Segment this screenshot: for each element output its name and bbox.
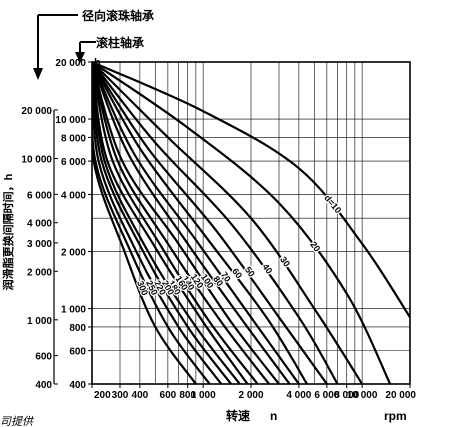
y-outer-tick-label: 2 000 <box>27 267 52 278</box>
y-outer-tick-label: 3 000 <box>27 239 52 250</box>
y-axis-title: 润滑脂更换间隔时间，h <box>1 173 15 290</box>
x-tick-label: 300 <box>112 390 129 401</box>
x-axis-unit: rpm <box>384 409 407 423</box>
series-curve-50 <box>92 62 328 384</box>
series-curve-220 <box>92 62 223 384</box>
y-outer-tick-label: 600 <box>35 352 52 363</box>
y-outer-tick-label: 6 000 <box>27 190 52 201</box>
roller-bearing-label: 滚柱轴承 <box>96 35 144 50</box>
series-curve-300 <box>92 62 197 384</box>
x-tick-label: 10 000 <box>347 390 378 401</box>
y-outer-tick-label: 20 000 <box>21 106 52 117</box>
x-tick-label: 800 <box>179 390 196 401</box>
series-curve-70 <box>92 62 300 384</box>
y-inner-tick-label: 10 000 <box>55 115 86 126</box>
x-axis-variable: n <box>270 409 277 423</box>
series-curve-30 <box>92 62 364 384</box>
series-curve-20 <box>92 62 392 384</box>
header-annotations: 径向滚珠轴承 滚柱轴承 <box>33 8 154 80</box>
y-inner-tick-label: 6 000 <box>61 157 86 168</box>
x-tick-label: 600 <box>160 390 177 401</box>
y-inner-tick-label: 600 <box>69 347 86 358</box>
x-axis-title: 转速 <box>226 408 250 423</box>
series-curve-10 <box>92 62 410 318</box>
series-curve-180 <box>92 62 241 384</box>
x-tick-label: 2 000 <box>238 390 263 401</box>
series-curve-40 <box>92 62 339 384</box>
y-inner-tick-label: 1 000 <box>61 305 86 316</box>
series-curve-120 <box>92 62 270 384</box>
y-inner-tick-label: 400 <box>69 380 86 391</box>
y-inner-tick-label: 2 000 <box>61 248 86 259</box>
series-curve-160 <box>92 62 249 384</box>
y-inner-tick-label: 20 000 <box>55 58 86 69</box>
y-outer-tick-label: 1 000 <box>27 316 52 327</box>
curve-label-10: d=10 <box>322 193 343 215</box>
x-tick-label: 400 <box>132 390 149 401</box>
y-unit-mark: h <box>94 57 101 69</box>
x-tick-label: 8 000 <box>334 390 359 401</box>
series-curve-200 <box>92 62 232 384</box>
series-curve-140 <box>92 62 259 384</box>
curve-label-50: 50 <box>243 265 257 279</box>
plot-frame <box>91 61 411 385</box>
series-curve-80 <box>92 62 291 384</box>
curve-labels: d=10203040506070801001201401601802002202… <box>134 192 345 299</box>
y-inner-tick-label: 800 <box>69 323 86 334</box>
y-inner-tick-label: 4 000 <box>61 190 86 201</box>
footer-credit: 司提供 <box>0 415 35 427</box>
series-curve-100 <box>92 62 280 384</box>
series-curves <box>92 62 410 384</box>
ball-bearing-label: 径向滚珠轴承 <box>82 8 154 23</box>
x-tick-label: 200 <box>94 390 111 401</box>
y-outer-tick-label: 10 000 <box>21 155 52 166</box>
y-outer-tick-label: 4 000 <box>27 219 52 230</box>
y-outer-tick-label: 400 <box>35 380 52 391</box>
roller-bearing-arrowhead <box>75 52 85 63</box>
x-tick-label: 1 000 <box>191 390 216 401</box>
x-tick-label: 20 000 <box>385 390 416 401</box>
series-curve-60 <box>92 62 308 384</box>
series-curve-250 <box>92 62 211 384</box>
ball-bearing-arrowhead <box>33 68 43 80</box>
y-inner-tick-label: 8 000 <box>61 133 86 144</box>
x-tick-label: 4 000 <box>286 390 311 401</box>
x-tick-label: 6 000 <box>314 390 339 401</box>
